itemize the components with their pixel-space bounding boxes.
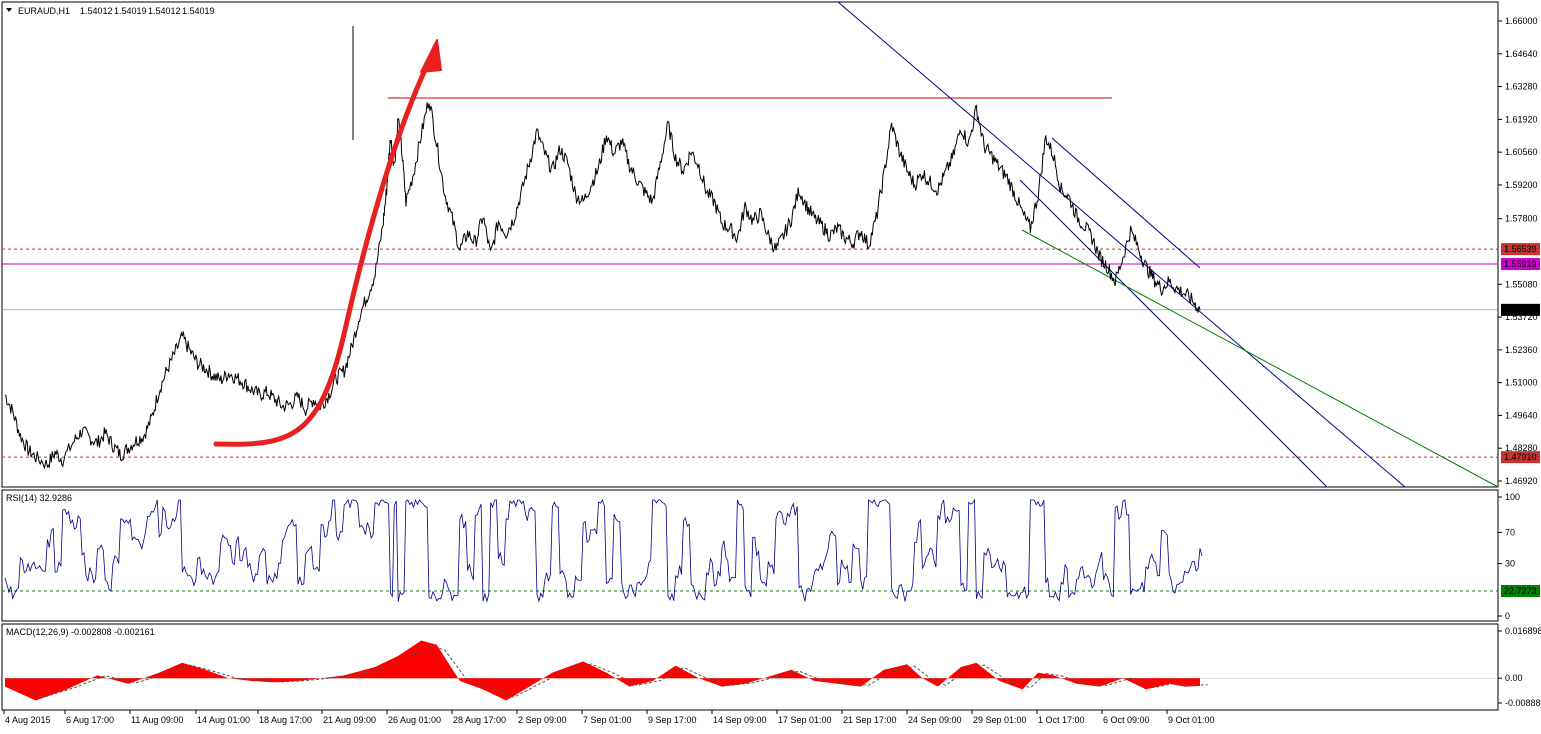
price-tick-label: 1.55080 [1505,279,1538,289]
time-tick-label: 9 Oct 01:00 [1168,715,1215,725]
main-panel-frame [1,1,1499,488]
green-trend-line [1021,229,1499,488]
time-tick-label: 17 Sep 01:00 [778,715,832,725]
axis-layer: 1.66000 1.64640 1.63280 1.61920 1.60560 1.592… [3,16,1541,725]
label-dashed-upper: 1.56539 [1504,244,1537,254]
label-magenta-box [1501,258,1540,271]
rsi-level-box [1501,585,1540,597]
red-arrow-curve [213,52,435,447]
ohlc-low: 1.54012 [148,6,181,16]
macd-tick-label: 0.00 [1505,673,1523,683]
ohlc-close: 1.54019 [182,6,215,16]
time-tick-label: 28 Aug 17:00 [453,715,506,725]
rsi-title: RSI(14) 32.9286 [6,493,72,503]
price-tick-label: 1.52360 [1505,345,1538,355]
time-tick-label: 2 Sep 09:00 [518,715,567,725]
macd-histogram [5,640,1200,701]
time-tick-label: 1 Oct 17:00 [1038,715,1085,725]
price-tick-label: 1.60560 [1505,147,1538,157]
time-tick-label: 14 Sep 09:00 [713,715,767,725]
time-tick-label: 29 Sep 01:00 [973,715,1027,725]
label-dashed-lower: 1.47910 [1504,452,1537,462]
price-tick-label: 1.66000 [1505,16,1538,26]
time-tick-label: 14 Aug 01:00 [197,715,250,725]
label-last-box [1501,303,1540,316]
time-tick-label: 7 Sep 01:00 [583,715,632,725]
price-tick-label: 1.57800 [1505,214,1538,224]
ohlc-open: 1.54012 [80,6,113,16]
time-tick-label: 6 Oct 09:00 [1103,715,1150,725]
time-tick-label: 4 Aug 2015 [5,715,51,725]
price-tick-label: 1.59200 [1505,180,1538,190]
time-tick-label: 21 Aug 09:00 [323,715,376,725]
channel-lower-line [1019,179,1328,488]
dropdown-triangle-icon[interactable] [6,8,12,12]
price-tick-label: 1.49640 [1505,410,1538,420]
ohlc-high: 1.54019 [114,6,147,16]
time-tick-label: 21 Sep 17:00 [843,715,897,725]
channel-inner-line [1051,137,1201,269]
rsi-panel-frame [1,489,1499,622]
price-tick-label: 1.63280 [1505,82,1538,92]
rsi-line [4,498,1203,603]
label-dashed-upper-box [1501,243,1540,256]
time-tick-label: 11 Aug 09:00 [131,715,183,725]
rsi-level-label: 22.7273 [1504,586,1537,596]
time-tick-label: 26 Aug 01:00 [388,715,441,725]
label-magenta: 1.55919 [1504,259,1537,269]
rsi-tick-label: 100 [1505,492,1520,502]
macd-tick-label: 0.016898 [1505,626,1541,636]
rsi-layer [2,498,1498,603]
macd-tick-label: -0.00888 [1505,698,1541,708]
rsi-tick-label: 30 [1505,559,1515,569]
price-tick-label: 1.64640 [1505,49,1538,59]
time-tick-label: 18 Aug 17:00 [259,715,312,725]
price-tick-label: 1.53720 [1505,312,1538,322]
rsi-tick-label: 70 [1505,527,1515,537]
macd-title: MACD(12,26,9) -0.002808 -0.002161 [6,627,155,637]
price-tick-label: 1.51000 [1505,378,1538,388]
rsi-tick-label: 0 [1505,611,1510,621]
macd-signal-line [12,645,1208,698]
main-layer [2,1,1499,488]
price-tick-label: 1.46920 [1505,476,1538,486]
macd-layer [2,640,1498,701]
macd-panel-frame [1,623,1499,711]
label-last: 1.54019 [1504,305,1537,315]
price-tick-label: 1.48280 [1505,443,1538,453]
symbol-title: EURAUD,H1 [18,6,70,16]
price-line [4,102,1201,470]
price-tick-label: 1.61920 [1505,114,1538,124]
time-tick-label: 24 Sep 09:00 [908,715,962,725]
channel-upper-line [837,1,1406,488]
time-tick-label: 6 Aug 17:00 [66,715,114,725]
time-tick-label: 9 Sep 17:00 [648,715,697,725]
label-dashed-lower-box [1501,451,1540,464]
red-arrow-head [420,39,442,73]
